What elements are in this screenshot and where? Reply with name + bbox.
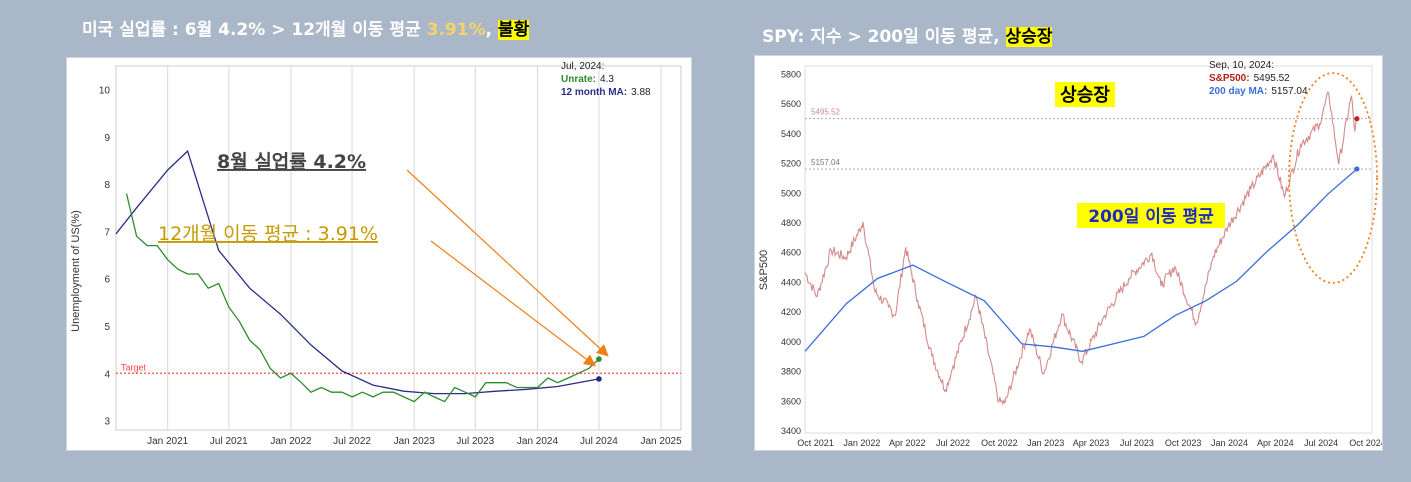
x-tick-label: Oct 2023 <box>1165 438 1202 448</box>
x-tick-label: Oct 2024 <box>1349 438 1382 448</box>
left-legend: Jul, 2024: Unrate: 4.3 12 month MA: 3.88 <box>561 61 651 98</box>
x-tick-label: Jan 2023 <box>1027 438 1064 448</box>
y-axis-label: Unemployment of US(%) <box>70 210 82 332</box>
y-tick-label: 3600 <box>781 396 801 406</box>
legend-spx-value: 5495.52 <box>1254 73 1291 84</box>
legend-date: Sep, 10, 2024: <box>1209 60 1274 71</box>
highlight-circle <box>1288 72 1378 284</box>
plot-area <box>115 65 682 431</box>
y-axis-label: S&P500 <box>758 250 770 290</box>
y-tick-label: 5000 <box>781 188 801 198</box>
annot-august-unrate: 8월 실업률 4.2% <box>217 151 366 173</box>
left-title-highlight: 불황 <box>498 20 530 40</box>
annot-arrow-unrate <box>406 169 609 357</box>
left-title-value: 3.91% <box>426 20 486 40</box>
x-tick-label: Jul 2022 <box>333 436 371 447</box>
ref-label-ma: 5157.04 <box>811 158 840 167</box>
x-tick-label: Jan 2022 <box>270 436 312 447</box>
annot-bull-bg <box>1055 82 1115 107</box>
svg-text:S&P500:5495.52: S&P500: 5495.52 <box>1209 73 1290 84</box>
x-tick-label: Oct 2022 <box>981 438 1018 448</box>
legend-unrate-label: Unrate: <box>561 74 596 85</box>
x-tick-label: Jul 2024 <box>580 436 618 447</box>
y-tick-label: 3 <box>104 417 110 428</box>
unemployment-chart: 3 4 5 6 7 8 9 10 Jan 2021 Jul 2021 Jan 2022 Jul 20… <box>70 61 682 447</box>
ref-label-spx: 5495.52 <box>811 108 840 117</box>
annot-ma-bg <box>1077 203 1225 228</box>
annot-ma200: 200일 이동 평균 <box>1088 207 1214 227</box>
legend-unrate-value: 4.3 <box>600 74 614 85</box>
sp500-chart: 3400 3600 3800 4000 4200 4400 4600 4800 5000 5200… <box>758 60 1386 448</box>
x-tick-label: Jan 2024 <box>1211 438 1248 448</box>
y-tick-label: 4600 <box>781 248 801 258</box>
x-tick-label: Jul 2023 <box>456 436 494 447</box>
ma-endpoint <box>596 376 602 382</box>
annot-bull: 상승장 <box>1060 85 1110 106</box>
ma200-endpoint <box>1354 166 1360 172</box>
y-tick-label: 3400 <box>781 426 801 436</box>
target-label: Target <box>121 362 147 372</box>
right-chart-title: SPY: 지수 > 200일 이동 평균, 상승장 <box>762 22 1053 47</box>
x-tick-label: Jan 2025 <box>640 436 682 447</box>
unrate-line <box>125 193 600 403</box>
x-tick-label: Apr 2022 <box>889 438 926 448</box>
svg-text:200 day MA:5157.04: 200 day MA: 5157.04 <box>1209 86 1308 97</box>
y-tick-label: 5 <box>104 322 110 333</box>
y-tick-label: 5400 <box>781 129 801 139</box>
x-tick-label: Jul 2023 <box>1120 438 1154 448</box>
sp500-chart-panel: 3400 3600 3800 4000 4200 4400 4600 4800 5000 5200… <box>754 55 1386 451</box>
left-title-text: 미국 실업률 : 6월 4.2% > 12개월 이동 평균 <box>82 20 427 40</box>
x-tick-label: Oct 2021 <box>797 438 834 448</box>
x-tick-label: Jan 2023 <box>394 436 436 447</box>
x-tick-label: Jan 2022 <box>843 438 880 448</box>
ma200-line <box>804 168 1358 352</box>
y-tick-label: 5200 <box>781 159 801 169</box>
x-tick-label: Apr 2024 <box>1257 438 1294 448</box>
y-tick-label: 5800 <box>781 69 801 79</box>
y-tick-label: 8 <box>104 180 110 191</box>
y-tick-label: 4800 <box>781 218 801 228</box>
x-tick-label: Jan 2024 <box>517 436 559 447</box>
y-tick-label: 9 <box>104 133 110 144</box>
right-legend: Sep, 10, 2024: S&P500: 5495.52 200 day MA… <box>1209 60 1308 97</box>
y-tick-label: 7 <box>104 227 110 238</box>
right-title-highlight: 상승장 <box>1005 27 1053 47</box>
right-title-text: SPY: 지수 > 200일 이동 평균, <box>762 27 1006 47</box>
left-title-sep: , <box>485 20 498 40</box>
ma-line <box>115 149 600 395</box>
y-tick-label: 4400 <box>781 277 801 287</box>
plot-area <box>804 65 1373 434</box>
legend-date: Jul, 2024: <box>561 61 604 72</box>
y-tick-label: 5600 <box>781 99 801 109</box>
sp500-line <box>804 91 1358 406</box>
legend-ma-label: 200 day MA: <box>1209 86 1267 97</box>
sp500-endpoint <box>1354 116 1360 122</box>
y-tick-label: 6 <box>104 275 110 286</box>
svg-text:Unrate:4.3: Unrate: 4.3 <box>561 74 614 85</box>
svg-text:12 month MA:3.88: 12 month MA: 3.88 <box>561 87 651 98</box>
legend-ma-label: 12 month MA: <box>561 87 627 98</box>
left-chart-title: 미국 실업률 : 6월 4.2% > 12개월 이동 평균 3.91%, 불황 <box>82 15 530 40</box>
annot-12m-ma: 12개월 이동 평균 : 3.91% <box>158 223 378 245</box>
legend-spx-label: S&P500: <box>1209 73 1250 84</box>
x-tick-label: Apr 2023 <box>1073 438 1110 448</box>
unrate-endpoint <box>596 356 602 362</box>
x-tick-label: Jan 2021 <box>147 436 189 447</box>
legend-ma-value: 5157.04 <box>1271 86 1308 97</box>
annot-arrow-ma <box>430 240 596 367</box>
x-tick-label: Jul 2022 <box>936 438 970 448</box>
y-tick-label: 4000 <box>781 337 801 347</box>
y-tick-label: 4 <box>104 369 110 380</box>
y-tick-label: 4200 <box>781 307 801 317</box>
y-tick-label: 10 <box>99 86 111 97</box>
y-tick-label: 3800 <box>781 367 801 377</box>
unemployment-chart-panel: 3 4 5 6 7 8 9 10 Jan 2021 Jul 2021 Jan 2022 Jul 20… <box>66 57 692 451</box>
x-tick-label: Jul 2024 <box>1304 438 1338 448</box>
x-tick-label: Jul 2021 <box>210 436 248 447</box>
legend-ma-value: 3.88 <box>631 87 651 98</box>
